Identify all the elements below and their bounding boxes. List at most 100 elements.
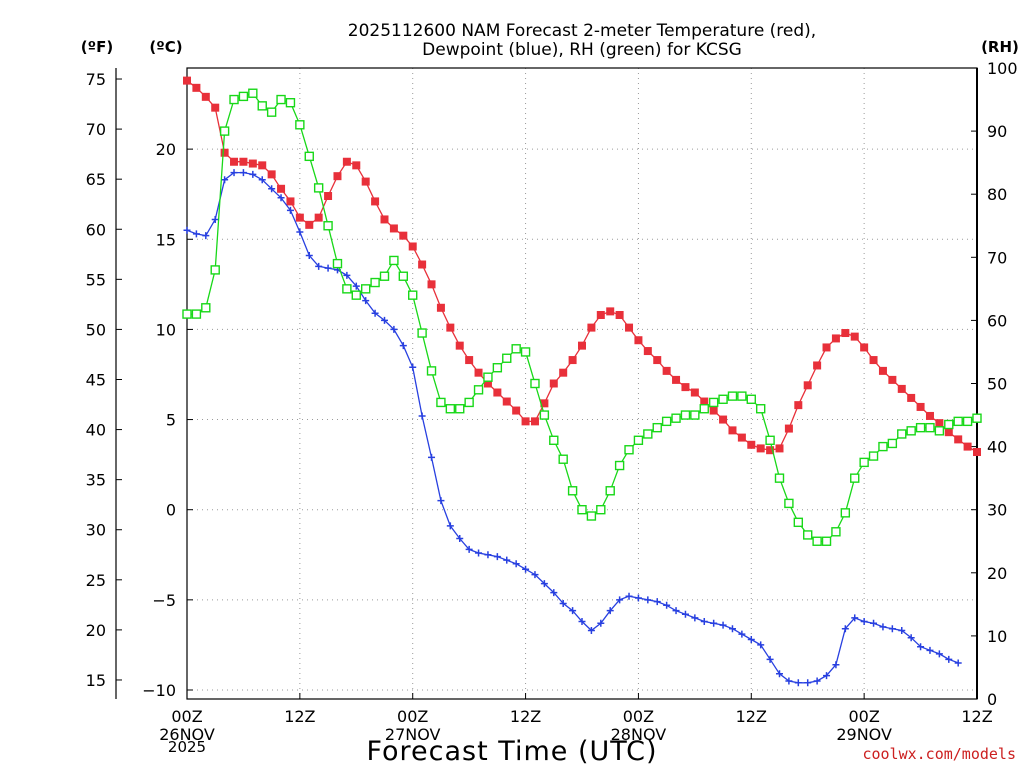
temperature-point: [371, 197, 380, 206]
rh-point: [793, 517, 804, 528]
temperature-point: [690, 388, 699, 397]
temperature-point: [653, 356, 662, 365]
rh-point: [915, 422, 926, 433]
temperature-point: [305, 220, 314, 229]
rh-point: [887, 438, 898, 449]
dewpoint-point: [437, 497, 445, 505]
rh-point: [699, 404, 709, 414]
rh-point: [661, 416, 672, 427]
temperature-point: [766, 446, 775, 455]
temperature-point: [897, 384, 906, 393]
dewpoint-point: [540, 580, 548, 588]
rh-point: [558, 454, 568, 464]
temperature-point: [737, 433, 746, 442]
rh-point: [972, 413, 982, 423]
rh-point: [408, 290, 418, 300]
temperature-point: [747, 440, 756, 449]
rh-point: [248, 88, 258, 98]
temperature-point: [634, 336, 643, 345]
chart-title-line1: 2025112600 NAM Forecast 2-meter Temperat…: [348, 21, 816, 41]
x-tick-label: 12Z: [284, 707, 315, 726]
dewpoint-point: [823, 672, 831, 680]
temperature-point: [578, 341, 586, 350]
rh-point: [859, 457, 869, 468]
temperature-point: [201, 92, 210, 101]
dewpoint-point: [183, 226, 191, 234]
dewpoint-point: [776, 670, 783, 678]
temperature-point: [643, 347, 652, 356]
rh-point: [539, 410, 550, 420]
dewpoint-point: [503, 556, 511, 564]
dewpoint-point: [569, 607, 577, 615]
temperature-point: [211, 103, 220, 112]
rh-point: [840, 508, 851, 518]
temperature-point: [427, 280, 436, 289]
celsius-tick-label: 0: [166, 501, 176, 520]
dewpoint-point: [211, 215, 219, 223]
fahrenheit-tick-label: 40: [86, 421, 106, 440]
rh-point: [520, 347, 531, 357]
dewpoint-point: [860, 617, 868, 625]
fahrenheit-unit-label: (ºF): [81, 38, 113, 56]
dewpoint-point: [653, 598, 661, 606]
rh-point: [549, 435, 559, 445]
temperature-point: [963, 442, 972, 451]
rh-point: [944, 419, 954, 430]
dewpoint-point: [719, 621, 727, 629]
fahrenheit-tick-label: 35: [86, 471, 106, 490]
temperature-point: [493, 388, 502, 397]
rh-point: [821, 536, 832, 546]
dewpoint-point: [587, 626, 595, 634]
dewpoint-point: [663, 601, 671, 609]
x-date-label: 29NOV: [836, 725, 892, 744]
rh-point: [605, 486, 615, 496]
dewpoint-point: [841, 625, 849, 633]
rh-point: [266, 107, 277, 117]
x-tick-label: 00Z: [623, 707, 654, 726]
dewpoint-point: [418, 412, 426, 420]
rh-point: [671, 413, 681, 423]
temperature-point: [888, 375, 897, 384]
rh-point: [351, 290, 361, 300]
rh-point: [680, 410, 691, 420]
temperature-point: [352, 161, 361, 170]
x-tick-label: 00Z: [848, 707, 879, 726]
dewpoint-point: [926, 646, 934, 654]
fahrenheit-tick-label: 45: [86, 370, 106, 389]
temperature-point: [728, 426, 737, 435]
rh-point: [502, 353, 512, 363]
rh-point: [426, 366, 437, 376]
dewpoint-point: [493, 553, 501, 561]
dewpoint-point: [249, 170, 257, 178]
temperature-point: [267, 170, 276, 179]
temperature-point: [380, 215, 389, 224]
rh-point: [925, 422, 935, 433]
rh-point: [417, 328, 427, 338]
dewpoint-point: [324, 264, 332, 272]
dewpoint-point: [832, 661, 840, 669]
temperature-point: [860, 343, 869, 352]
temperature-point: [954, 435, 963, 444]
fahrenheit-tick-label: 55: [86, 270, 106, 289]
temperature-point: [408, 242, 417, 251]
rh-tick-label: 40: [987, 438, 1007, 457]
temperature-point: [916, 402, 925, 411]
dewpoint-point: [616, 596, 624, 604]
rh-point: [690, 410, 700, 420]
rh-point: [746, 394, 756, 404]
dewpoint-point: [757, 641, 765, 649]
dewpoint-point: [879, 623, 887, 631]
dewpoint-point: [597, 619, 605, 627]
temperature-point: [248, 159, 257, 168]
temperature-point: [775, 444, 784, 453]
chart-title-line2: Dewpoint (blue), RH (green) for KCSG: [422, 40, 742, 60]
dewpoint-point: [606, 607, 614, 615]
rh-point: [755, 404, 766, 414]
rh-point: [850, 473, 860, 483]
temperature-point: [973, 448, 981, 457]
dewpoint-point: [399, 342, 407, 350]
temperature-point: [361, 177, 370, 186]
dewpoint-point: [917, 643, 925, 651]
dewpoint-point: [221, 176, 229, 184]
dewpoint-point: [268, 185, 276, 193]
